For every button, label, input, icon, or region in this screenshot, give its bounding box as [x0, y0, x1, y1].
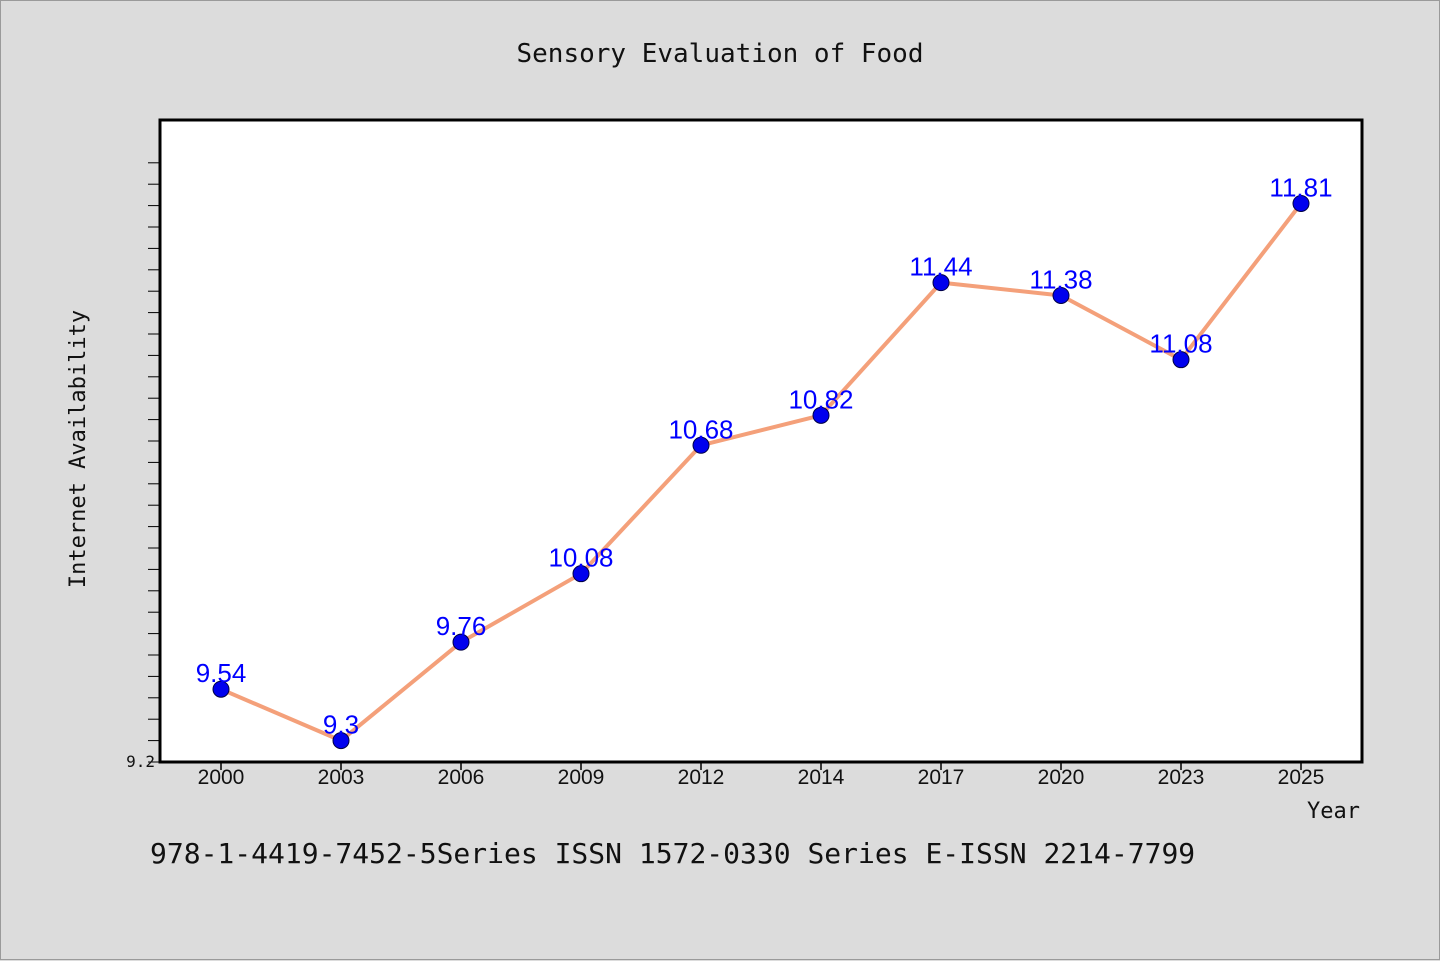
x-tick-label: 2014: [798, 766, 845, 789]
x-tick-label: 2023: [1158, 766, 1205, 789]
chart-title: Sensory Evaluation of Food: [517, 39, 924, 69]
x-tick-label: 2000: [198, 766, 245, 789]
x-tick-label: 2020: [1038, 766, 1085, 789]
x-tick-label: 2006: [438, 766, 485, 789]
data-label: 11.38: [1029, 264, 1092, 294]
data-point: [812, 406, 830, 424]
x-axis-label: Year: [1307, 799, 1360, 824]
data-point: [1052, 286, 1070, 304]
data-label: 10.08: [548, 543, 613, 573]
x-tick-label: 2012: [678, 766, 725, 789]
x-tick-label: 2017: [918, 766, 965, 789]
data-point: [572, 565, 590, 583]
data-point: [1172, 351, 1190, 369]
data-label: 9.76: [436, 611, 487, 641]
data-point: [332, 732, 350, 750]
x-tick-label: 2009: [558, 766, 605, 789]
data-label: 10.68: [668, 414, 733, 444]
plot-area: [158, 118, 1364, 764]
data-labels: 9.54 9.3 9.76 10.08 10.68 10.82 11.44 11.38 11.0…: [196, 172, 1333, 739]
data-point: [212, 680, 230, 698]
x-axis-ticks: [220, 762, 1302, 770]
data-label: 10.82: [788, 384, 853, 414]
y-axis-label: Internet Availability: [66, 310, 91, 588]
data-point: [452, 633, 470, 651]
data-label: 11.81: [1269, 172, 1332, 202]
data-label: 9.54: [196, 658, 247, 688]
x-axis-tick-labels: 2000 2003 2006 2009 2012 2014 2017 2020 2023 2025: [198, 766, 1325, 789]
data-label: 11.44: [909, 252, 972, 282]
data-label: 11.08: [1149, 329, 1212, 359]
series-markers: [212, 194, 1310, 750]
footer-text: 978-1-4419-7452-5Series ISSN 1572-0330 S…: [150, 837, 1195, 870]
x-tick-label: 2003: [318, 766, 365, 789]
data-point: [692, 436, 710, 454]
data-point: [1292, 194, 1310, 212]
series-line: [219, 201, 1303, 743]
y-tick-label: 9.2: [126, 752, 155, 771]
y-axis-ticks: [148, 162, 160, 763]
data-label: 9.3: [323, 710, 359, 740]
x-tick-label: 2025: [1278, 766, 1325, 789]
data-point: [932, 274, 950, 292]
